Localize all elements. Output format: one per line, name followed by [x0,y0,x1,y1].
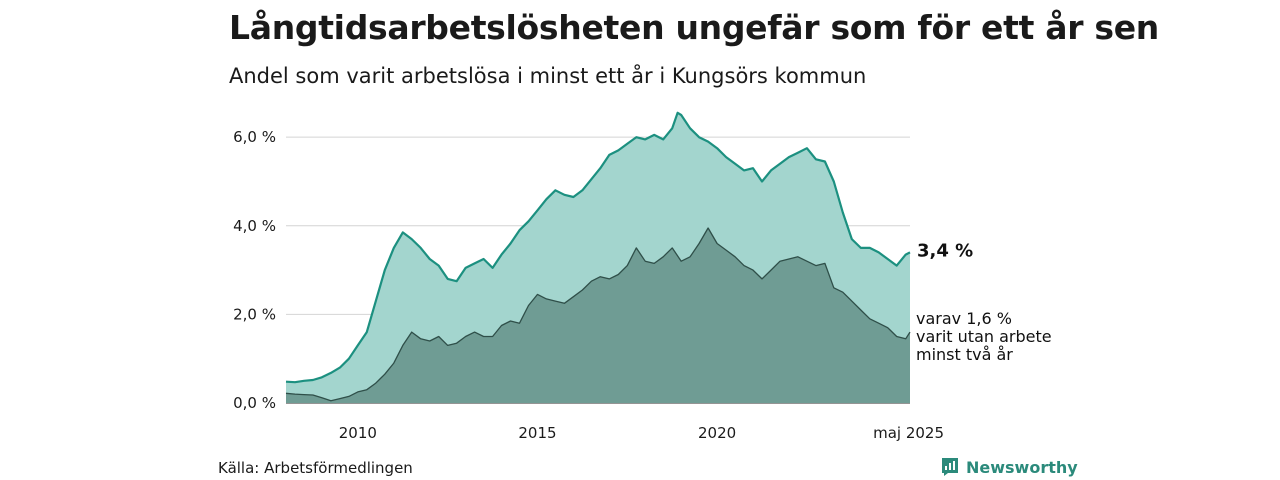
y-tick-label: 6,0 % [233,128,276,146]
x-tick-label: 2010 [339,424,377,442]
series-line-0 [285,111,911,384]
series-line-1 [285,227,911,402]
y-tick-label: 4,0 % [233,217,276,235]
series-end-label-1-line: varav 1,6 % [916,309,1012,328]
chart-subtitle: Andel som varit arbetslösa i minst ett å… [229,64,867,88]
y-tick-label: 2,0 % [233,305,276,323]
y-tick-label: 0,0 % [233,394,276,412]
series-areas [285,111,911,404]
x-tick-label: 2020 [698,424,736,442]
chart-title: Långtidsarbetslösheten ungefär som för e… [229,8,1159,47]
x-tick-label: 2015 [518,424,556,442]
newsworthy-logo-icon [942,458,958,476]
series-end-label-1-line: minst två år [916,345,1013,364]
brand-logo[interactable]: Newsworthy [940,456,1078,478]
series-end-label-0: 3,4 % [917,240,973,261]
source-note: Källa: Arbetsförmedlingen [218,459,413,477]
axis-labels: 0,0 % 2,0 % 4,0 % 6,0 % 2010 2015 2020 maj 2025 [233,128,944,442]
area-chart: 0,0 % 2,0 % 4,0 % 6,0 % 2010 2015 2020 maj 2025… [233,111,1052,442]
brand-name: Newsworthy [966,457,1078,477]
x-tick-label: maj 2025 [873,424,944,442]
series-end-label-1-line: varit utan arbete [916,327,1052,346]
